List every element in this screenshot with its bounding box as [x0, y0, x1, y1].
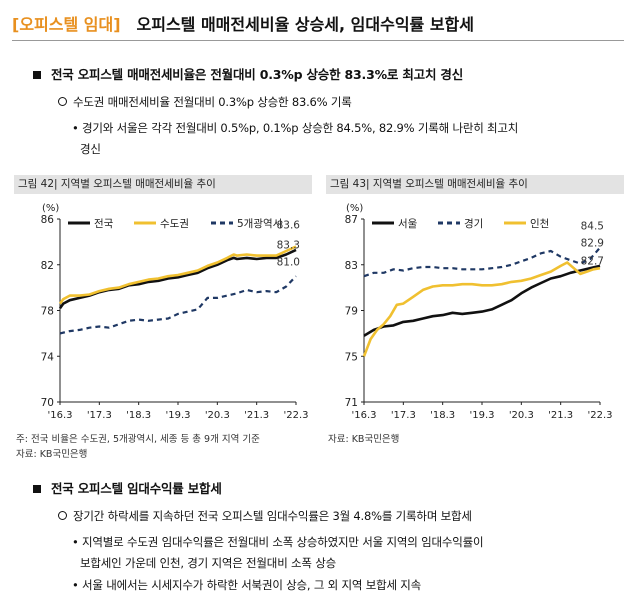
- section2-sub-line2: 보합세인 가운데 인천, 경기 지역은 전월대비 소폭 상승: [80, 556, 337, 570]
- figure-42-note: 주: 전국 비율은 수도권, 5개광역시, 세종 등 총 9개 지역 기준: [16, 434, 260, 445]
- section1-sub-line2: 경신: [80, 142, 101, 156]
- figure-43-source: 자료: KB국민은행: [328, 434, 400, 445]
- x-tick-label: '20.3: [205, 410, 230, 421]
- section-tag: [오피스텔 임대]: [12, 15, 121, 34]
- legend-label: 경기: [464, 217, 483, 230]
- legend-label: 인천: [530, 218, 549, 230]
- x-tick-label: '22.3: [587, 410, 612, 421]
- y-tick-label: 75: [345, 351, 358, 363]
- y-tick-label: 83: [345, 260, 358, 272]
- section1-sub-line1: • 경기와 서울은 각각 전월대비 0.5%p, 0.1%p 상승한 84.5%…: [72, 121, 519, 135]
- end-value-label: 82.7: [581, 256, 604, 268]
- legend-label: 5개광역시: [237, 218, 282, 230]
- section1-bullet-text: 수도권 매매전세비율 전월대비 0.3%p 상승한 83.6% 기록: [73, 95, 352, 109]
- section2-sub-line1: • 지역별로 수도권 임대수익률은 전월대비 소폭 상승하였지만 서울 지역의 …: [72, 535, 484, 549]
- end-value-label: 81.0: [277, 256, 300, 268]
- page-title: 오피스텔 매매전세비율 상승세, 임대수익률 보합세: [136, 15, 474, 34]
- series-line: [58, 248, 297, 309]
- x-tick-label: '18.3: [430, 410, 455, 421]
- y-tick-label: 87: [345, 214, 358, 226]
- x-tick-label: '20.3: [509, 410, 534, 421]
- header-divider: [12, 40, 624, 41]
- y-unit-label: (%): [42, 203, 59, 214]
- end-value-label: 83.3: [277, 239, 300, 251]
- x-tick-label: '21.3: [548, 410, 573, 421]
- x-tick-label: '17.3: [87, 410, 112, 421]
- legend-label: 수도권: [160, 218, 189, 230]
- figure-42-source: 자료: KB국민은행: [16, 449, 88, 460]
- legend-label: 서울: [398, 218, 418, 230]
- y-tick-label: 78: [41, 306, 54, 318]
- section2-heading-text: 전국 오피스텔 임대수익률 보합세: [51, 481, 222, 496]
- circle-bullet-icon: [58, 97, 67, 106]
- y-unit-label: (%): [346, 203, 363, 214]
- series-line: [58, 245, 297, 305]
- y-tick-label: 74: [41, 351, 55, 363]
- section2-bullet: 장기간 하락세를 지속하던 전국 오피스텔 임대수익률은 3월 4.8%를 기록…: [58, 508, 472, 524]
- section2-bullet-text: 장기간 하락세를 지속하던 전국 오피스텔 임대수익률은 3월 4.8%를 기록…: [73, 509, 472, 523]
- chart-43: (%)87 83 79 75 71'16.3 '17.3 '18.3 '19.3 '20.3 '2…: [345, 203, 613, 421]
- square-bullet-icon: [33, 484, 41, 493]
- figure-42-caption: 그림 42| 지역별 오피스텔 매매전세비율 추이: [14, 175, 312, 194]
- x-tick-label: '16.3: [47, 410, 72, 421]
- series-line: [362, 261, 601, 357]
- chart-42: (%)86 82 78 74 70'16.3 '17.3 '18.3 '19.3 '20.3 '2…: [41, 203, 309, 421]
- x-tick-label: '16.3: [351, 410, 376, 421]
- section2-sub-line3: • 서울 내에서는 시세지수가 하락한 서북권이 상승, 그 외 지역 보합세 …: [72, 578, 422, 592]
- end-value-label: 84.5: [581, 221, 604, 233]
- end-value-label: 82.9: [581, 238, 604, 250]
- x-tick-label: '19.3: [165, 410, 190, 421]
- series-line: [363, 264, 601, 337]
- report-header: [오피스텔 임대] 오피스텔 매매전세비율 상승세, 임대수익률 보합세: [12, 10, 474, 36]
- circle-bullet-icon: [58, 511, 67, 520]
- section2-heading: 전국 오피스텔 임대수익률 보합세: [33, 478, 222, 497]
- legend-label: 전국: [94, 218, 114, 230]
- section1-heading: 전국 오피스텔 매매전세비율은 전월대비 0.3%p 상승한 83.3%로 최고…: [33, 64, 463, 83]
- section1-heading-text: 전국 오피스텔 매매전세비율은 전월대비 0.3%p 상승한 83.3%로 최고…: [51, 67, 463, 82]
- figure-43: 그림 43| 지역별 오피스텔 매매전세비율 추이 (%) 87 83 79 75 71 '…: [326, 175, 624, 465]
- y-tick-label: 79: [345, 306, 358, 318]
- x-tick-label: '17.3: [391, 410, 416, 421]
- section1-bullet: 수도권 매매전세비율 전월대비 0.3%p 상승한 83.6% 기록: [58, 94, 352, 110]
- series-line: [59, 275, 297, 335]
- series-line: [363, 246, 601, 278]
- square-bullet-icon: [33, 70, 41, 79]
- x-tick-label: '21.3: [244, 410, 269, 421]
- end-value-label: 83.6: [277, 219, 301, 231]
- x-tick-label: '19.3: [469, 410, 494, 421]
- y-tick-label: 71: [345, 397, 358, 409]
- figure-43-caption: 그림 43| 지역별 오피스텔 매매전세비율 추이: [326, 175, 624, 194]
- figure-42: 그림 42| 지역별 오피스텔 매매전세비율 추이 (%) 86 82 78 74 70 '…: [14, 175, 312, 465]
- y-tick-label: 86: [41, 214, 55, 226]
- y-tick-label: 70: [41, 397, 54, 409]
- x-tick-label: '22.3: [283, 410, 308, 421]
- y-tick-label: 82: [41, 260, 54, 272]
- x-tick-label: '18.3: [126, 410, 151, 421]
